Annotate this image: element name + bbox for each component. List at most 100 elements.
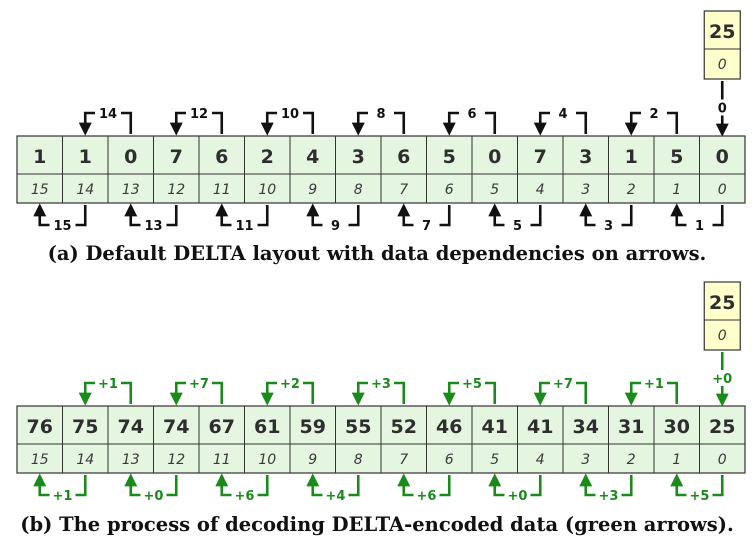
top-arrow-label-bg xyxy=(186,375,212,391)
cell-value: 30 xyxy=(664,416,690,438)
cell-value: 1 xyxy=(625,146,638,168)
base-cell xyxy=(703,281,741,351)
cell-index: 6 xyxy=(445,452,454,468)
cell-index: 11 xyxy=(213,452,231,468)
top-arrow-label-bg xyxy=(95,375,121,391)
top-arrow-label-bg xyxy=(459,105,485,121)
cell-value: 41 xyxy=(482,416,508,438)
cell-index: 10 xyxy=(258,182,276,198)
top-arrow-label: 4 xyxy=(558,107,567,122)
bottom-arrow-label: 5 xyxy=(513,219,522,234)
bottom-arrow-label: +0 xyxy=(144,489,164,504)
cell-value: 25 xyxy=(709,416,735,438)
top-arrow-label: +7 xyxy=(189,377,209,392)
cell-value: 46 xyxy=(436,416,462,438)
cell-index: 9 xyxy=(308,182,317,198)
cell-index: 3 xyxy=(581,452,590,468)
cell-index: 15 xyxy=(31,452,49,468)
bottom-arrow-label-bg xyxy=(686,487,713,503)
cell-index: 8 xyxy=(354,452,363,468)
cell-value: 6 xyxy=(397,146,410,168)
cell-index: 4 xyxy=(536,182,545,198)
base-value: 25 xyxy=(709,292,735,314)
cell-value: 5 xyxy=(670,146,683,168)
cell-index: 4 xyxy=(536,452,545,468)
bottom-arrow-label: 9 xyxy=(331,219,340,234)
top-arrow-label: 2 xyxy=(649,107,658,122)
cell-value: 7 xyxy=(534,146,547,168)
cell-index: 13 xyxy=(122,182,140,198)
bottom-arrow-label: +5 xyxy=(690,489,710,504)
base-arrow-label: 0 xyxy=(718,102,727,117)
bottom-arrow-label-bg xyxy=(504,217,531,233)
cell-index: 8 xyxy=(354,182,363,198)
cell-index: 0 xyxy=(718,452,727,468)
top-arrow-label-bg xyxy=(368,375,394,391)
cell-index: 3 xyxy=(581,182,590,198)
cell-index: 1 xyxy=(672,182,681,198)
base-cell xyxy=(703,10,741,80)
cell-index: 11 xyxy=(213,182,231,198)
base-value: 25 xyxy=(709,21,735,43)
cell-index: 5 xyxy=(490,182,499,198)
bottom-arrow-label: +6 xyxy=(235,489,255,504)
cell-value: 3 xyxy=(579,146,592,168)
cell-index: 15 xyxy=(31,182,49,198)
cell-index: 14 xyxy=(76,452,94,468)
cell-value: 59 xyxy=(300,416,326,438)
bottom-arrow-label-bg xyxy=(49,217,76,233)
cell-index: 5 xyxy=(490,452,499,468)
cell-value: 4 xyxy=(306,146,319,168)
bottom-arrow-label: +6 xyxy=(417,489,437,504)
top-arrow-label-bg xyxy=(550,375,576,391)
cell-index: 7 xyxy=(399,452,408,468)
cell-value: 0 xyxy=(124,146,137,168)
cell-index: 2 xyxy=(627,452,636,468)
cell-value: 76 xyxy=(27,416,53,438)
cell-value: 67 xyxy=(209,416,235,438)
bottom-arrow-label: +0 xyxy=(508,489,528,504)
bottom-arrow-label: 15 xyxy=(53,219,71,234)
bottom-arrow-label-bg xyxy=(231,487,258,503)
cell-value: 6 xyxy=(215,146,228,168)
top-arrow-label-bg xyxy=(277,105,303,121)
top-arrow-label-bg xyxy=(459,375,485,391)
bottom-arrow-label-bg xyxy=(413,487,440,503)
cell-index: 6 xyxy=(445,182,454,198)
top-arrow-label: 6 xyxy=(467,107,476,122)
bottom-arrow-label: 7 xyxy=(422,219,431,234)
bottom-arrow-label: 1 xyxy=(695,219,704,234)
bottom-arrow-label-bg xyxy=(140,217,167,233)
cell-value: 74 xyxy=(118,416,144,438)
cell-value: 55 xyxy=(345,416,371,438)
panel-a: 2500115114013712611210493867560574331251… xyxy=(16,10,746,234)
bottom-arrow-label: +4 xyxy=(326,489,346,504)
cell-index: 0 xyxy=(718,182,727,198)
caption-b: (b) The process of decoding DELTA-encode… xyxy=(20,513,734,536)
bottom-arrow-label-bg xyxy=(504,487,531,503)
cell-value: 7 xyxy=(170,146,183,168)
base-arrow-label-bg xyxy=(710,99,735,116)
cell-index: 9 xyxy=(308,452,317,468)
cell-index: 12 xyxy=(167,452,185,468)
top-arrow-label: +5 xyxy=(462,377,482,392)
top-arrow-label: 10 xyxy=(281,107,299,122)
top-arrow-label-bg xyxy=(186,105,212,121)
cell-value: 0 xyxy=(488,146,501,168)
bottom-arrow-label-bg xyxy=(322,487,349,503)
top-arrow-label: 14 xyxy=(99,107,117,122)
cell-value: 61 xyxy=(254,416,280,438)
top-arrow-label: +1 xyxy=(98,377,118,392)
panel-b: 250+076157514741374126711611059955852746… xyxy=(16,281,746,504)
bottom-arrow-label-bg xyxy=(595,217,622,233)
top-arrow-label: 8 xyxy=(376,107,385,122)
bottom-arrow-label-bg xyxy=(231,217,258,233)
cell-value: 1 xyxy=(33,146,46,168)
base-arrow-label: +0 xyxy=(712,372,732,387)
top-arrow-label-bg xyxy=(550,105,576,121)
top-arrow-label: +2 xyxy=(280,377,300,392)
cell-index: 2 xyxy=(627,182,636,198)
cell-value: 1 xyxy=(79,146,92,168)
top-arrow-label-bg xyxy=(641,105,667,121)
